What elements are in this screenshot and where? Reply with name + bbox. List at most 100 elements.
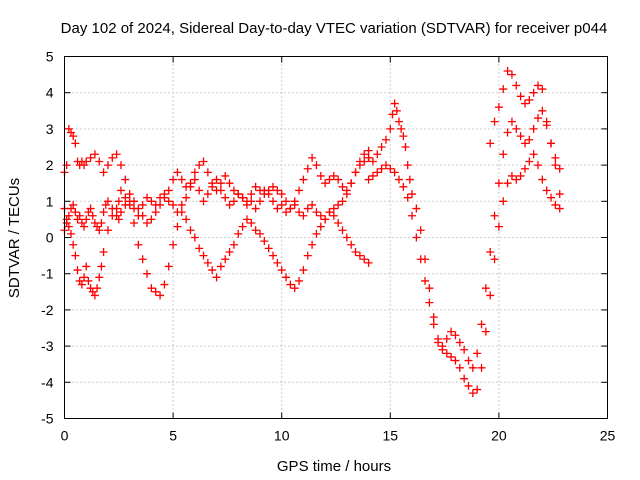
- data-point: [494, 179, 503, 188]
- data-point: [542, 186, 551, 195]
- data-point: [160, 193, 169, 202]
- data-point: [551, 161, 560, 170]
- data-point: [177, 208, 186, 217]
- data-point: [507, 117, 516, 126]
- data-point: [264, 244, 273, 253]
- data-point: [516, 171, 525, 180]
- data-point: [494, 222, 503, 231]
- data-point: [255, 197, 264, 206]
- data-point: [533, 161, 542, 170]
- data-point: [538, 175, 547, 184]
- data-points: [60, 66, 564, 398]
- data-point: [442, 334, 451, 343]
- data-point: [499, 150, 508, 159]
- data-point: [494, 103, 503, 112]
- data-point: [71, 208, 80, 217]
- data-point: [229, 240, 238, 249]
- data-point: [112, 150, 121, 159]
- data-point: [164, 186, 173, 195]
- data-point: [116, 186, 125, 195]
- data-point: [147, 284, 156, 293]
- data-point: [512, 124, 521, 133]
- data-point: [334, 175, 343, 184]
- x-tick-label: 25: [600, 428, 616, 444]
- data-point: [86, 204, 95, 213]
- data-point: [116, 208, 125, 217]
- data-point: [82, 215, 91, 224]
- data-point: [84, 276, 93, 285]
- data-point: [103, 197, 112, 206]
- data-point: [455, 338, 464, 347]
- data-point: [425, 284, 434, 293]
- data-point: [355, 251, 364, 260]
- data-point: [403, 193, 412, 202]
- data-point: [103, 161, 112, 170]
- data-point: [316, 222, 325, 231]
- data-point: [82, 157, 91, 166]
- data-point: [208, 266, 217, 275]
- x-tick-label: 20: [491, 428, 507, 444]
- data-point: [503, 128, 512, 137]
- data-point: [80, 222, 89, 231]
- data-point: [507, 70, 516, 79]
- data-point: [95, 273, 104, 282]
- data-point: [67, 229, 76, 238]
- data-point: [86, 153, 95, 162]
- y-tick-label: -3: [41, 338, 54, 354]
- data-point: [342, 233, 351, 242]
- data-point: [416, 255, 425, 264]
- data-point: [186, 179, 195, 188]
- data-point: [551, 153, 560, 162]
- data-point: [364, 146, 373, 155]
- data-point: [190, 233, 199, 242]
- data-point: [255, 229, 264, 238]
- data-point: [388, 110, 397, 119]
- data-point: [538, 106, 547, 115]
- data-point: [468, 389, 477, 398]
- data-point: [62, 161, 71, 170]
- data-point: [199, 197, 208, 206]
- data-point: [164, 197, 173, 206]
- y-tick-label: 4: [46, 85, 54, 101]
- data-point: [95, 226, 104, 235]
- data-point: [529, 150, 538, 159]
- data-point: [151, 287, 160, 296]
- data-point: [368, 157, 377, 166]
- data-point: [242, 215, 251, 224]
- data-point: [416, 226, 425, 235]
- data-point: [260, 190, 269, 199]
- data-point: [321, 179, 330, 188]
- data-point: [277, 200, 286, 209]
- data-point: [425, 298, 434, 307]
- data-point: [486, 139, 495, 148]
- data-point: [251, 226, 260, 235]
- data-point: [77, 280, 86, 289]
- data-point: [303, 164, 312, 173]
- data-point: [316, 171, 325, 180]
- data-point: [203, 190, 212, 199]
- data-point: [386, 124, 395, 133]
- data-point: [290, 284, 299, 293]
- data-point: [547, 193, 556, 202]
- data-point: [477, 320, 486, 329]
- data-point: [490, 117, 499, 126]
- y-tick-label: 2: [46, 157, 54, 173]
- data-point: [299, 211, 308, 220]
- plot-frame: [64, 56, 608, 419]
- data-point: [364, 175, 373, 184]
- data-point: [338, 226, 347, 235]
- y-axis-label: SDTVAR / TECUs: [6, 178, 23, 298]
- data-point: [377, 143, 386, 151]
- data-point: [138, 255, 147, 264]
- data-point: [503, 179, 512, 188]
- y-tick-label: -2: [41, 302, 54, 318]
- grid: [64, 56, 608, 419]
- data-point: [186, 226, 195, 235]
- data-point: [147, 197, 156, 206]
- data-point: [386, 164, 395, 173]
- data-point: [247, 219, 256, 228]
- data-point: [69, 200, 78, 209]
- chart-title: Day 102 of 2024, Sidereal Day-to-day VTE…: [61, 20, 608, 37]
- data-point: [460, 374, 469, 383]
